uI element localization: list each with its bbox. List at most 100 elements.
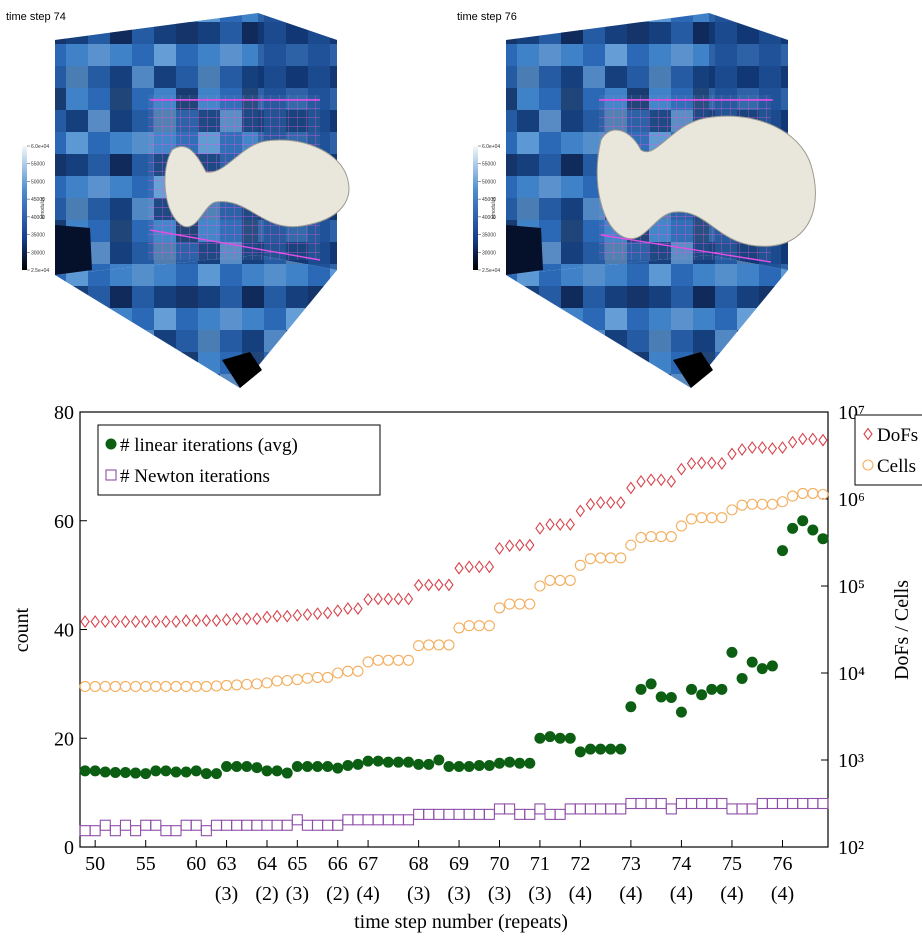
x-tick-label: 69	[449, 853, 469, 875]
point	[99, 766, 111, 778]
point	[333, 604, 343, 618]
point	[281, 819, 293, 831]
point	[423, 758, 435, 770]
point	[726, 803, 738, 815]
point	[817, 797, 829, 810]
series	[79, 797, 829, 837]
point	[545, 518, 555, 531]
point	[200, 768, 212, 780]
point	[170, 680, 182, 693]
point	[89, 680, 101, 693]
series	[79, 487, 829, 693]
point	[554, 574, 566, 586]
point	[423, 639, 435, 651]
point	[665, 691, 677, 703]
point	[241, 761, 253, 773]
x-tick-label: 65	[287, 853, 307, 875]
point	[105, 469, 117, 481]
point	[90, 615, 100, 629]
point	[524, 808, 536, 820]
point	[746, 803, 758, 815]
point	[180, 766, 192, 778]
point	[716, 683, 728, 695]
point	[372, 814, 384, 826]
point	[301, 761, 313, 773]
point	[655, 797, 667, 810]
x-tick-sublabel: (3)	[488, 883, 511, 905]
point	[736, 499, 748, 511]
point	[574, 803, 586, 815]
point	[301, 819, 313, 831]
point	[403, 592, 414, 606]
point	[564, 574, 576, 586]
point	[716, 797, 728, 810]
x-tick-sublabel: (3)	[407, 883, 430, 905]
point	[119, 767, 131, 779]
point	[777, 441, 788, 455]
point	[105, 438, 117, 450]
point	[170, 766, 182, 778]
x-tick-label: 50	[85, 853, 105, 875]
colorbar-label: 55000	[482, 162, 496, 168]
point	[585, 497, 596, 511]
point	[554, 808, 566, 820]
point	[291, 761, 303, 773]
point	[534, 803, 546, 815]
point	[382, 756, 394, 768]
point	[373, 592, 383, 606]
point	[180, 819, 192, 831]
x-tick-label: 66	[328, 853, 348, 875]
point	[525, 538, 535, 552]
point	[433, 639, 445, 651]
point	[493, 757, 505, 769]
point	[696, 689, 708, 701]
colorbar-label: 45000	[482, 197, 496, 203]
point	[392, 654, 404, 666]
x-tick-sublabel: (4)	[356, 883, 379, 905]
point	[747, 441, 757, 455]
point	[534, 580, 546, 592]
point	[372, 654, 384, 666]
point	[514, 598, 526, 610]
point	[281, 674, 293, 687]
point	[565, 518, 575, 531]
point	[483, 620, 495, 632]
point	[130, 680, 142, 693]
x-tick-sublabel: (4)	[670, 883, 693, 905]
point	[696, 512, 708, 524]
point	[514, 757, 526, 769]
point	[383, 592, 393, 606]
point	[797, 487, 809, 499]
x-tick-sublabel: (4)	[771, 883, 794, 905]
point	[231, 679, 243, 691]
point	[685, 513, 698, 525]
point	[251, 819, 263, 831]
point	[524, 598, 536, 610]
y2-tick-label: 10³	[838, 750, 864, 772]
colorbar-label: 50000	[31, 179, 45, 185]
legend-label: # Newton iterations	[120, 466, 270, 487]
point	[797, 515, 809, 527]
point	[777, 545, 789, 557]
point	[574, 559, 586, 571]
point	[605, 496, 616, 509]
colorbar-label: 40000	[31, 215, 45, 221]
point	[291, 814, 303, 826]
colorbar-label: 40000	[482, 215, 496, 221]
point	[292, 608, 303, 622]
colorbar-label: 30000	[31, 250, 45, 256]
point	[595, 552, 607, 564]
point	[766, 498, 778, 510]
point	[99, 819, 111, 831]
point	[271, 675, 283, 687]
x-tick-sublabel: (2)	[255, 883, 278, 905]
point	[200, 680, 212, 693]
point	[342, 759, 354, 771]
point	[766, 797, 778, 810]
y-tick-label: 40	[54, 620, 74, 642]
point	[130, 825, 142, 837]
point	[756, 498, 768, 510]
point	[221, 819, 233, 831]
y2-tick-label: 10⁶	[838, 489, 865, 511]
point	[817, 488, 829, 500]
